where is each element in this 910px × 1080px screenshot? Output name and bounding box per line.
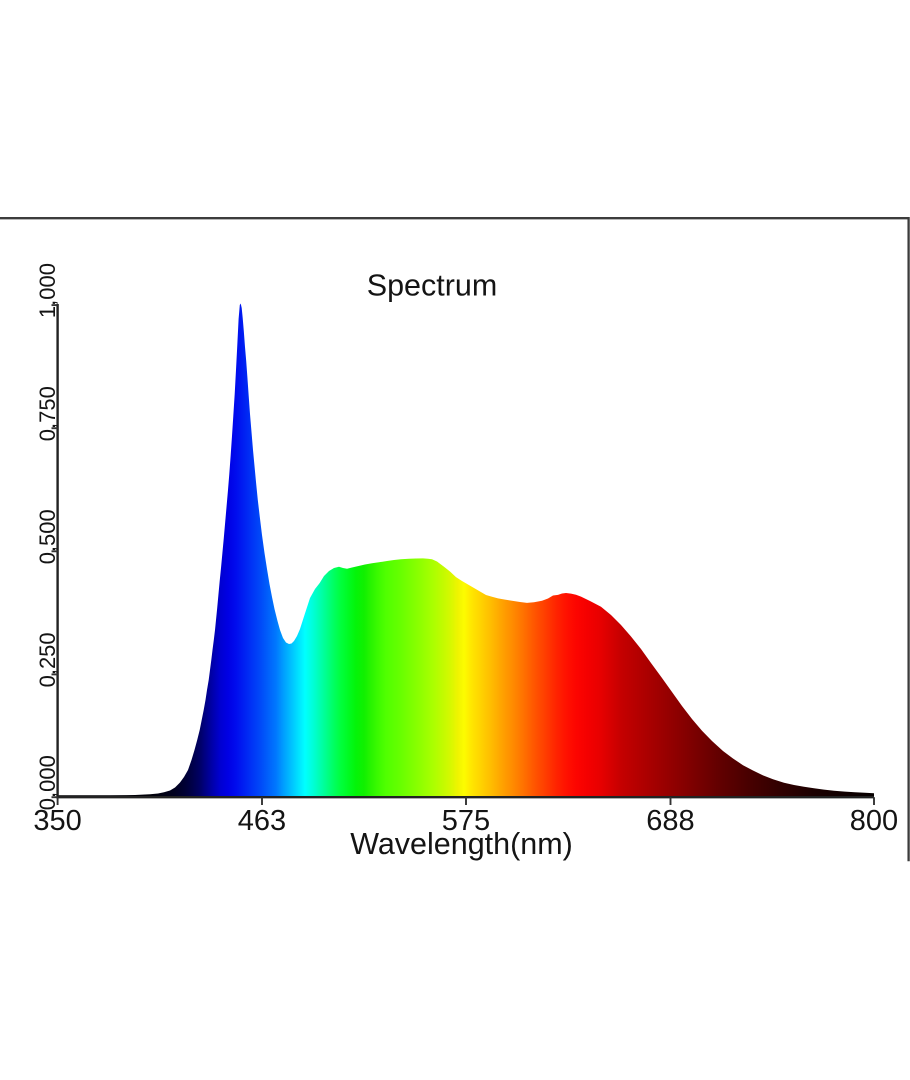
- svg-text:350: 350: [33, 805, 81, 837]
- svg-text:1,000: 1,000: [35, 263, 60, 318]
- svg-text:800: 800: [850, 805, 898, 837]
- svg-text:Wavelength(nm): Wavelength(nm): [350, 827, 573, 861]
- svg-text:575: 575: [442, 805, 490, 837]
- svg-text:0,250: 0,250: [35, 632, 60, 687]
- svg-text:0,000: 0,000: [35, 755, 60, 810]
- svg-text:Spectrum: Spectrum: [367, 269, 498, 303]
- svg-text:0,750: 0,750: [35, 386, 60, 441]
- svg-text:463: 463: [238, 805, 286, 837]
- svg-text:0,500: 0,500: [35, 509, 60, 564]
- svg-text:688: 688: [646, 805, 694, 837]
